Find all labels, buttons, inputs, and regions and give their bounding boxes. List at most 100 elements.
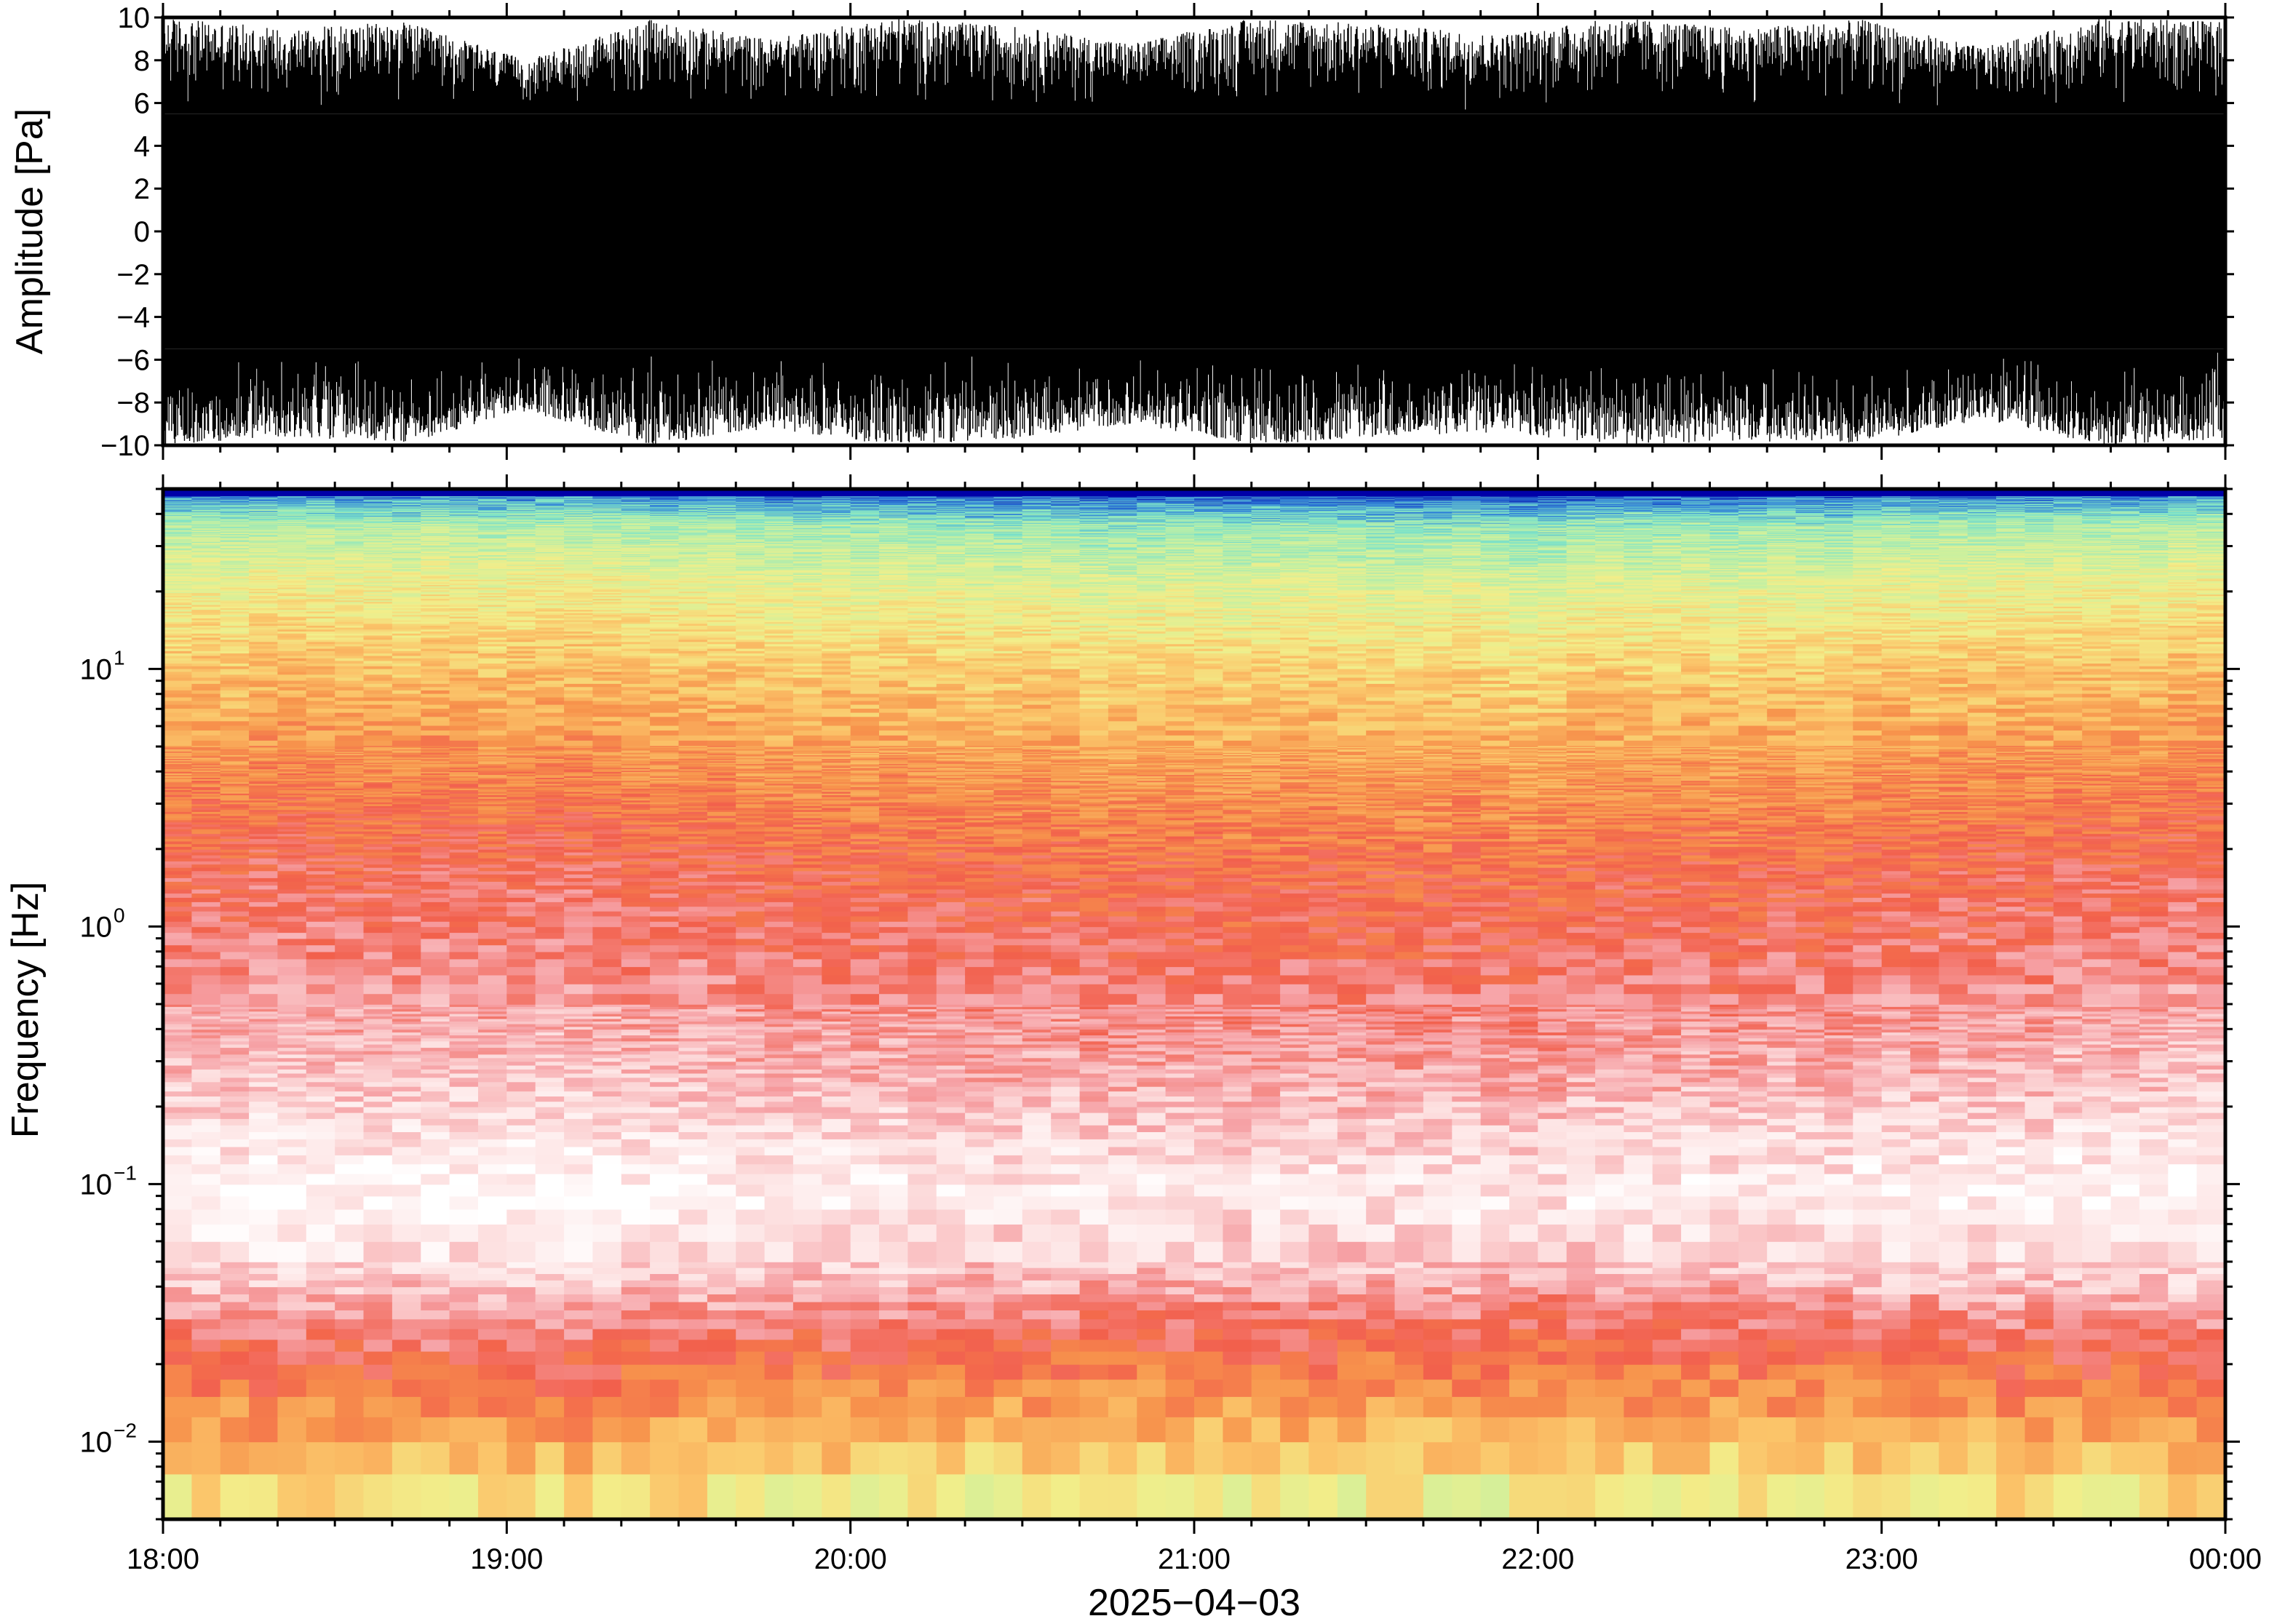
spectrogram-cell <box>392 660 422 664</box>
spectrogram-cell <box>392 767 422 770</box>
spectrogram-cell <box>249 549 279 551</box>
spectrogram-cell <box>421 584 450 586</box>
spectrogram-cell <box>564 783 594 786</box>
spectrogram-cell <box>163 506 193 507</box>
spectrogram-cell <box>564 749 594 751</box>
spectrogram-cell <box>363 966 393 976</box>
spectrogram-cell <box>564 631 594 634</box>
spectrogram-cell <box>249 846 279 850</box>
spectrogram-cell <box>306 1146 336 1155</box>
spectrogram-cell <box>306 932 336 939</box>
spectrogram-cell <box>191 1364 221 1380</box>
spectrogram-cell <box>449 774 479 776</box>
spectrogram-cell <box>249 560 279 563</box>
spectrogram-cell <box>478 604 508 607</box>
spectrogram-cell <box>392 1106 422 1113</box>
spectrogram-cell <box>335 553 365 556</box>
spectrogram-cell <box>363 1018 393 1022</box>
spectrogram-cell <box>163 514 193 516</box>
spectrogram-cell <box>220 1004 250 1007</box>
spectrogram-cell <box>163 1339 193 1352</box>
spectrogram-cell <box>392 1013 422 1016</box>
spectrogram-cell <box>163 809 193 812</box>
spectrogram-cell <box>163 533 193 535</box>
spectrogram-cell <box>363 1310 393 1320</box>
spectrogram-cell <box>506 601 536 604</box>
spectrogram-cell <box>421 1004 450 1007</box>
spectrogram-cell <box>249 519 279 520</box>
spectrogram-cell <box>478 665 508 669</box>
spectrogram-cell <box>220 1301 250 1310</box>
spectrogram-cell <box>535 763 565 765</box>
spectrogram-cell <box>421 770 450 773</box>
spectrogram-cell <box>335 557 365 560</box>
spectrogram-cell <box>191 1184 221 1197</box>
spectrogram-cell <box>163 564 193 566</box>
spectrogram-cell <box>306 526 336 528</box>
spectrogram-cell <box>392 1350 422 1365</box>
spectrogram-cell <box>478 637 508 640</box>
spectrogram-cell <box>363 864 393 868</box>
spectrogram-cell <box>478 770 508 773</box>
spectrogram-cell <box>449 515 479 517</box>
spectrogram-cell <box>421 870 450 875</box>
spectrogram-cell <box>535 538 565 540</box>
spectrogram-cell <box>421 516 450 517</box>
spectrogram-cell <box>249 660 279 664</box>
spectrogram-cell <box>220 542 250 544</box>
spectrogram-cell <box>163 631 193 634</box>
spectrogram-cell <box>363 690 393 694</box>
spectrogram-cell <box>535 792 565 795</box>
spectrogram-cell <box>392 708 422 713</box>
spectrogram-cell <box>564 619 594 622</box>
spectrogram-cell <box>220 668 250 672</box>
spectrogram-cell <box>535 572 565 574</box>
spectrogram-cell <box>220 623 250 626</box>
spectrogram-cell <box>535 819 565 823</box>
spectrogram-cell <box>335 760 365 763</box>
spectrogram-cell <box>478 542 508 544</box>
spectrogram-cell <box>335 1032 365 1035</box>
spectrogram-cell <box>335 791 365 794</box>
spectrogram-cell <box>535 958 565 968</box>
spectrogram-cell <box>163 857 193 861</box>
spectrogram-cell <box>277 784 307 787</box>
spectrogram-cell <box>363 660 393 664</box>
spectrogram-cell <box>191 541 221 543</box>
spectrogram-cell <box>392 639 422 642</box>
spectrogram-cell <box>392 1016 422 1019</box>
spectrogram-cell <box>421 665 450 669</box>
spectrogram-cell <box>421 877 450 882</box>
spectrogram-cell <box>220 1273 250 1281</box>
spectrogram-cell <box>277 848 307 853</box>
spectrogram-cell <box>392 944 422 952</box>
spectrogram-cell <box>535 1038 565 1042</box>
spectrogram-cell <box>392 1040 422 1045</box>
spectrogram-cell <box>564 881 594 886</box>
spectrogram-cell <box>249 573 279 576</box>
spectrogram-cell <box>191 505 221 506</box>
spectrogram-cell <box>535 751 565 753</box>
spectrogram-cell <box>449 779 479 781</box>
spectrogram-cell <box>449 505 479 506</box>
spectrogram-cell <box>306 1310 336 1320</box>
spectrogram-cell <box>277 716 307 722</box>
spectrogram-cell <box>363 506 393 508</box>
spectrogram-cell <box>564 663 594 666</box>
spectrogram-cell <box>277 520 307 521</box>
spectrogram-cell <box>277 554 307 557</box>
spectrogram-cell <box>220 1032 250 1035</box>
spectrogram-cell <box>421 861 450 865</box>
spectrogram-cell <box>449 783 479 786</box>
spectrogram-cell <box>392 792 422 795</box>
spectrogram-cell <box>506 958 536 968</box>
spectrogram-cell <box>306 831 336 835</box>
spectrogram-cell <box>535 1061 565 1066</box>
spectrogram-cell <box>363 522 393 524</box>
spectrogram-cell <box>249 1124 279 1132</box>
spectrogram-cell <box>191 658 221 661</box>
spectrogram-cell <box>363 618 393 621</box>
spectrogram-cell <box>306 546 336 548</box>
spectrogram-cell <box>535 526 565 528</box>
spectrogram-cell <box>335 1396 365 1417</box>
